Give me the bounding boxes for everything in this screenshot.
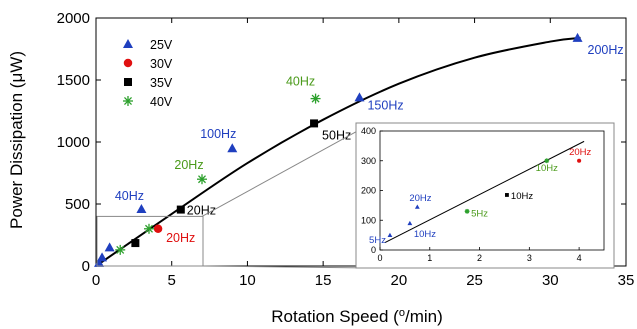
inset-x-tick-label: 4 <box>577 253 582 263</box>
y-tick-label: 500 <box>65 196 90 213</box>
y-tick-label: 0 <box>82 258 90 275</box>
inset-data-point-40v <box>544 158 550 164</box>
point-annotation: 150Hz <box>367 98 403 112</box>
x-tick-label: 5 <box>168 272 176 289</box>
data-point-35v <box>310 119 319 128</box>
inset-x-tick-label: 3 <box>527 253 532 263</box>
point-annotation: 200Hz <box>588 43 624 57</box>
data-point-25v <box>354 92 365 102</box>
inset-point-annotation: 10Hz <box>536 163 558 174</box>
inset-x-tick-label: 1 <box>427 253 432 263</box>
inset-y-tick-label: 300 <box>361 156 376 166</box>
x-axis-label: Rotation Speed (o/min) <box>271 307 443 326</box>
inset-point-annotation: 5Hz <box>471 208 488 219</box>
zoom-connector-bottom <box>201 265 373 269</box>
point-annotation: 20Hz <box>187 204 216 218</box>
legend-label: 35V <box>150 76 173 90</box>
zoom-connector-top <box>201 122 373 217</box>
inset-y-tick-label: 200 <box>361 186 376 196</box>
x-tick-label: 25 <box>466 272 483 289</box>
x-tick-label: 0 <box>92 272 100 289</box>
inset-background <box>355 122 615 269</box>
y-tick-label: 2000 <box>57 10 90 27</box>
legend-label: 30V <box>150 57 173 71</box>
inset-data-point-30v <box>577 158 582 163</box>
inset-point-annotation: 5Hz <box>369 235 386 246</box>
inset-data-point-25v <box>407 220 413 226</box>
data-point-40v <box>197 174 207 185</box>
fit-curve <box>95 36 581 267</box>
inset-data-point-25v <box>387 232 393 238</box>
data-point-35v <box>131 239 140 248</box>
data-point-40v <box>144 223 154 234</box>
inset-data-point-35v <box>505 193 509 197</box>
data-point-25v <box>104 242 115 252</box>
y-tick-label: 1500 <box>57 72 90 89</box>
x-tick-label: 35 <box>618 272 635 289</box>
x-tick-label: 30 <box>542 272 559 289</box>
inset-y-tick-label: 100 <box>361 215 376 225</box>
y-axis-label: Power Dissipation (μW) <box>7 51 26 229</box>
data-point-25v <box>136 203 147 213</box>
x-tick-label: 20 <box>391 272 408 289</box>
legend-label: 25V <box>150 38 173 52</box>
zoom-region-box <box>96 215 204 267</box>
data-point-25v <box>97 252 108 262</box>
inset-x-tick-label: 0 <box>377 253 382 263</box>
inset-point-annotation: 10Hz <box>414 229 436 240</box>
point-annotation: 100Hz <box>200 127 236 141</box>
point-annotation: 20Hz <box>174 158 203 172</box>
data-point-40v <box>115 244 126 255</box>
inset-x-tick-label: 2 <box>477 253 482 263</box>
point-annotation: 40Hz <box>115 189 144 203</box>
inset-point-annotation: 10Hz <box>511 191 533 202</box>
data-point-40v <box>310 93 321 104</box>
x-tick-label: 15 <box>315 272 332 289</box>
legend-marker-35v <box>124 78 132 86</box>
data-point-25v <box>572 32 583 42</box>
point-annotation: 50Hz <box>322 128 351 142</box>
point-annotation: 20Hz <box>166 231 195 245</box>
data-point-30v <box>153 224 163 234</box>
y-tick-label: 1000 <box>57 134 90 151</box>
inset-data-point-40v <box>464 208 470 214</box>
legend-label: 40V <box>150 95 173 109</box>
inset-point-annotation: 20Hz <box>569 147 591 158</box>
inset-y-tick-label: 400 <box>361 126 376 136</box>
data-point-35v <box>176 205 185 214</box>
x-tick-label: 10 <box>239 272 256 289</box>
legend-marker-30v <box>123 58 133 68</box>
inset-point-annotation: 20Hz <box>409 193 431 204</box>
inset-data-point-25v <box>414 204 420 209</box>
point-annotation: 40Hz <box>286 75 315 89</box>
inset-fit-line <box>384 140 585 244</box>
legend-marker-40v <box>123 96 133 106</box>
legend-marker-25v <box>123 39 133 48</box>
data-point-25v <box>227 143 238 153</box>
inset-y-tick-label: 0 <box>371 245 376 255</box>
